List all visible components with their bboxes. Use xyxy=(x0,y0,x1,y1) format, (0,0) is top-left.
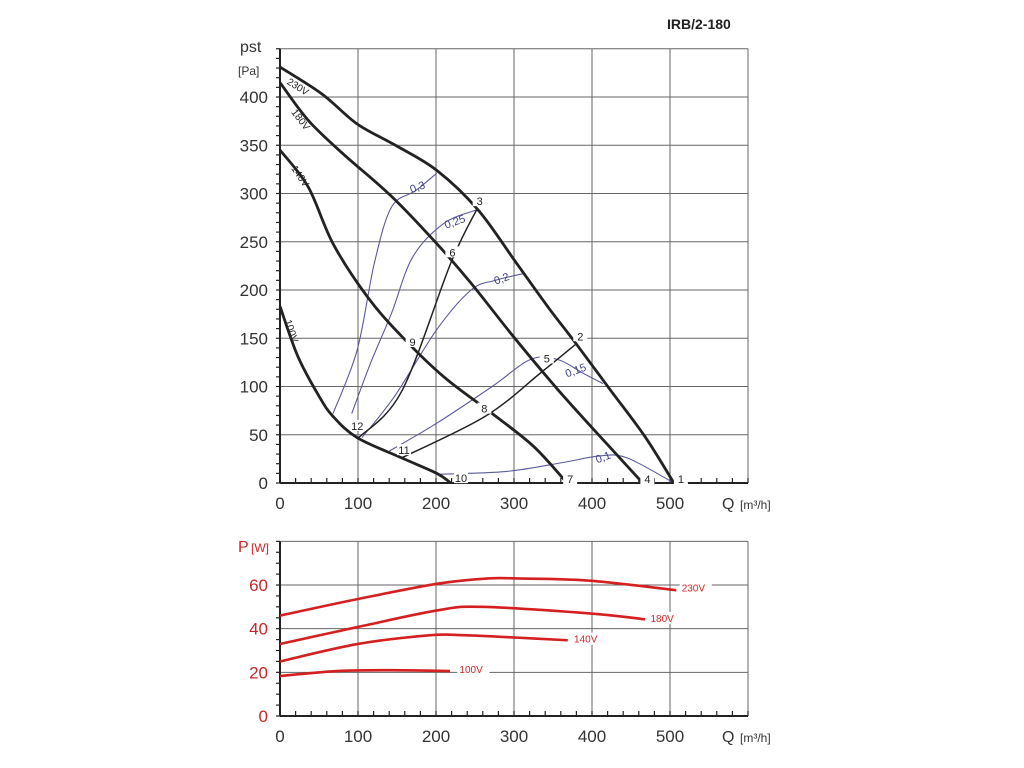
point-label-bg xyxy=(477,402,492,414)
y-tick-label: 150 xyxy=(240,329,268,348)
y-tick-label: 300 xyxy=(240,185,268,204)
y-tick-label: 350 xyxy=(240,136,268,155)
voltage-label: 180V xyxy=(651,614,675,625)
y-tick-label: 20 xyxy=(249,663,268,682)
x-tick-label: 0 xyxy=(275,494,284,513)
operating-point-label: 8 xyxy=(481,404,487,416)
x-tick-label: 200 xyxy=(422,727,450,746)
x-tick-label: 400 xyxy=(578,727,606,746)
y-tick-label: 60 xyxy=(249,576,268,595)
voltage-label: 140V xyxy=(574,635,598,646)
power-curve-180v xyxy=(279,605,646,646)
x-tick-label: 400 xyxy=(578,494,606,513)
x-tick-label: 500 xyxy=(656,494,684,513)
power-curve-140v xyxy=(279,633,568,663)
efficiency-curve xyxy=(361,273,524,438)
label-bg xyxy=(457,663,490,676)
x-axis-label: Q xyxy=(722,729,734,746)
power-curve-100v xyxy=(279,668,451,678)
label-bg xyxy=(572,632,605,645)
point-label-bg xyxy=(453,472,468,484)
x-axis-unit: [m³/h] xyxy=(740,498,771,512)
label-bg xyxy=(648,611,681,624)
point-label-bg xyxy=(573,330,588,342)
efficiency-label: 0,25 xyxy=(443,213,467,232)
efficiency-curve xyxy=(388,356,604,452)
point-label-bg xyxy=(445,246,460,258)
y-tick-label: 40 xyxy=(249,620,268,639)
operating-point-label: 10 xyxy=(455,473,467,485)
x-axis-label: Q xyxy=(722,496,734,513)
operating-point-label: 6 xyxy=(449,247,455,259)
point-label-bg xyxy=(405,336,420,348)
operating-point-label: 5 xyxy=(544,353,550,365)
efficiency-label: 0,3 xyxy=(408,179,426,196)
x-tick-label: 0 xyxy=(275,727,284,746)
x-tick-label: 300 xyxy=(500,494,528,513)
efficiency-label: 0,2 xyxy=(493,271,511,288)
pressure-curve-100v xyxy=(278,305,452,485)
y-tick-label: 400 xyxy=(240,88,268,107)
y-tick-label: 0 xyxy=(259,707,268,726)
pressure-curve-140v xyxy=(278,149,569,484)
operating-point-label: 9 xyxy=(410,337,416,349)
system-curve xyxy=(358,209,478,439)
x-tick-label: 200 xyxy=(422,494,450,513)
efficiency-label: 0,15 xyxy=(564,362,588,381)
point-label-bg xyxy=(673,473,688,485)
system-curve xyxy=(401,342,578,459)
operating-point-label: 11 xyxy=(398,445,409,457)
y-axis-unit: [Pa] xyxy=(238,64,259,78)
y-axis-unit: [W] xyxy=(251,541,269,555)
x-axis-unit: [m³/h] xyxy=(740,731,771,745)
x-tick-label: 300 xyxy=(500,727,528,746)
x-tick-label: 100 xyxy=(344,727,372,746)
operating-point-label: 12 xyxy=(351,421,363,433)
y-tick-label: 50 xyxy=(249,426,268,445)
power-chart: 0 100 200 300 400 500 0 20 40 60 Q [m³/h] P [W] 230V 18… xyxy=(238,539,771,746)
point-label-bg xyxy=(397,444,412,456)
point-label-bg xyxy=(350,419,365,431)
operating-point-label: 4 xyxy=(644,474,650,486)
point-label-bg xyxy=(640,473,655,485)
voltage-label: 180V xyxy=(289,108,312,133)
point-label-bg xyxy=(472,195,487,207)
y-tick-label: 100 xyxy=(240,378,268,397)
chart-title: IRB/2-180 xyxy=(667,16,731,32)
label-bg xyxy=(679,581,712,594)
efficiency-curve xyxy=(351,209,477,414)
operating-point-label: 1 xyxy=(678,474,684,486)
efficiency-curve xyxy=(332,172,438,414)
pressure-curve-230v xyxy=(279,65,676,484)
power-curve-230v xyxy=(279,576,677,617)
voltage-label: 230V xyxy=(682,583,706,594)
efficiency-curve xyxy=(436,454,675,484)
y-tick-label: 200 xyxy=(240,281,268,300)
x-tick-label: 100 xyxy=(344,494,372,513)
operating-point-label: 2 xyxy=(577,331,583,343)
efficiency-label: 0,1 xyxy=(594,450,612,467)
voltage-label: 100V xyxy=(459,665,483,676)
point-label-bg xyxy=(563,473,578,485)
voltage-label: 100V xyxy=(282,318,300,344)
y-axis-label: pst xyxy=(240,39,262,56)
operating-point-label: 3 xyxy=(477,196,483,208)
operating-point-label: 7 xyxy=(567,474,573,486)
y-axis-label: P xyxy=(238,539,249,556)
y-tick-label: 0 xyxy=(259,474,268,493)
pressure-curve-180v xyxy=(278,81,644,484)
x-tick-label: 500 xyxy=(656,727,684,746)
y-tick-label: 250 xyxy=(240,233,268,252)
point-label-bg xyxy=(539,352,554,364)
pressure-chart: 0 100 200 300 400 500 0 50 100 150 200 250 300 350 400… xyxy=(238,39,771,513)
